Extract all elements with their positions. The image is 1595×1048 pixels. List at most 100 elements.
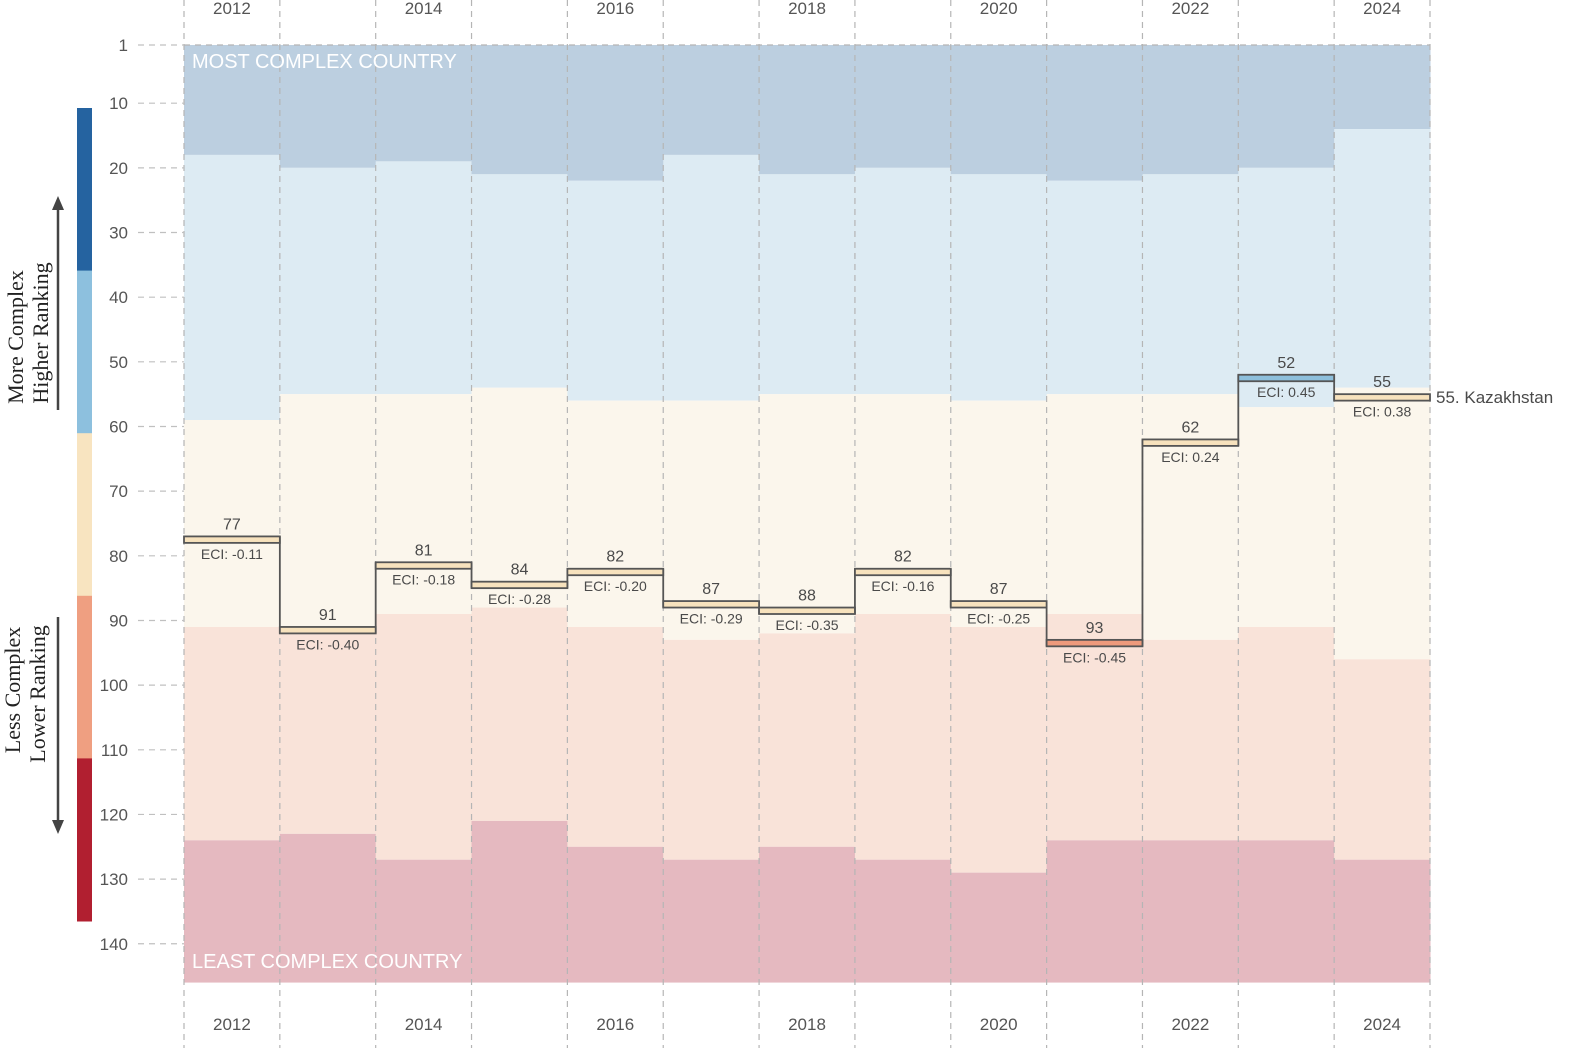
rank-marker-2019 [854,567,952,577]
eci-label: ECI: -0.29 [680,611,743,627]
down-arrow-icon [52,617,64,834]
eci-label: ECI: -0.11 [201,546,263,562]
band-upper-2022 [1142,174,1239,395]
band-top-2022 [1142,45,1239,175]
y-tick-label: 130 [100,870,128,889]
rank-marker-2018 [758,606,856,615]
scale-segment [77,108,92,272]
x-axis-top: 2012 2014 2016 2018 2020 2022 2024 [213,0,1401,18]
band-lower-2015 [471,607,568,821]
x-tick-label-top: 2014 [405,0,443,18]
x-tick-label-top: 2024 [1363,0,1401,18]
eci-label: ECI: -0.40 [296,636,359,652]
y-tick-label: 100 [100,676,128,695]
band-middle-2024 [1334,387,1431,660]
rank-marker-2017 [662,600,760,609]
band-top-2023 [1238,45,1335,168]
band-upper-2020 [950,174,1048,401]
band-top-2020 [950,45,1048,175]
country-end-label: 55. Kazakhstan [1436,388,1553,407]
y-tick-label: 80 [109,547,128,566]
rank-marker-2014 [374,561,473,570]
eci-label: ECI: -0.35 [775,617,838,633]
rank-label: 88 [798,588,816,605]
band-bottom-2021 [1046,840,1143,983]
band-lower-2020 [950,626,1048,873]
band-upper-2015 [471,174,568,388]
band-middle-2021 [1046,394,1143,615]
rank-marker-2023 [1237,373,1336,383]
x-tick-label-bottom: 2016 [596,1015,634,1034]
eci-label: ECI: -0.18 [392,572,455,588]
rank-marker-2013 [278,626,377,635]
band-lower-2012 [184,626,281,841]
x-tick-label-top: 2012 [213,0,251,18]
rank-label: 62 [1181,419,1199,436]
complexity-legend: More Complex Higher Ranking Less Complex… [0,108,92,922]
band-upper-2019 [854,167,952,395]
rank-label: 91 [319,607,337,624]
band-middle-2018 [759,394,856,634]
y-tick-label: 1 [119,36,128,55]
least-complex-label: LEAST COMPLEX COUNTRY [192,951,462,973]
rank-marker-2012 [183,535,281,544]
band-bottom-2017 [663,859,760,983]
scale-segment [77,595,92,759]
y-tick-label: 110 [101,741,128,760]
gridlines [183,0,1431,1048]
rank-marker-2022 [1141,438,1240,447]
rank-label: 93 [1086,620,1104,637]
ranking-bands [184,45,1431,983]
band-upper-2014 [375,161,473,395]
y-tick-label: 70 [109,482,128,501]
band-top-2015 [471,45,568,175]
scale-segment [77,433,92,597]
scale-segment [77,270,92,434]
eci-label: ECI: 0.45 [1257,384,1316,400]
scale-segment [77,758,92,922]
band-middle-2016 [567,400,664,627]
rank-marker-2020 [949,600,1048,609]
rank-steps: 77 ECI: -0.11 91 ECI: -0.40 81 ECI: -0.18 84 EC… [183,355,1431,665]
band-top-2014 [375,45,473,162]
band-bottom-2019 [854,859,952,983]
x-tick-label-bottom: 2020 [980,1015,1018,1034]
eci-label: ECI: 0.24 [1161,449,1220,465]
band-top-2018 [759,45,856,175]
y-tick-label: 10 [109,94,128,113]
x-tick-label-top: 2018 [788,0,826,18]
x-tick-label-bottom: 2018 [788,1015,826,1034]
y-tick-label: 20 [109,159,128,178]
x-tick-label-top: 2016 [596,0,634,18]
band-bottom-2016 [567,846,664,983]
rank-label: 84 [511,562,529,579]
band-bottom-2012 [184,840,281,983]
higher-ranking-label: Higher Ranking [28,262,53,403]
band-middle-2023 [1238,407,1335,627]
more-complex-label: More Complex [3,270,28,404]
band-bottom-2013 [279,833,377,983]
y-tick-label: 140 [100,935,128,954]
band-top-2019 [854,45,952,168]
band-lower-2018 [759,633,856,847]
band-top-2021 [1046,45,1143,181]
lower-ranking-label: Lower Ranking [25,625,50,762]
band-bottom-2020 [950,872,1048,983]
band-top-2012 [184,45,281,155]
rank-marker-2021 [1045,638,1144,648]
x-tick-label-top: 2020 [980,0,1018,18]
eci-label: ECI: -0.45 [1063,649,1126,665]
rank-label: 82 [606,549,624,566]
x-tick-label-bottom: 2014 [405,1015,443,1034]
band-bottom-2024 [1334,859,1431,983]
band-lower-2023 [1238,626,1335,841]
x-tick-label-bottom: 2012 [213,1015,251,1034]
band-bottom-2018 [759,846,856,983]
x-tick-label-bottom: 2022 [1171,1015,1209,1034]
band-bottom-2015 [471,820,568,983]
band-upper-2017 [663,154,760,401]
up-arrow-icon [52,196,64,410]
y-tick-label: 120 [100,805,128,824]
